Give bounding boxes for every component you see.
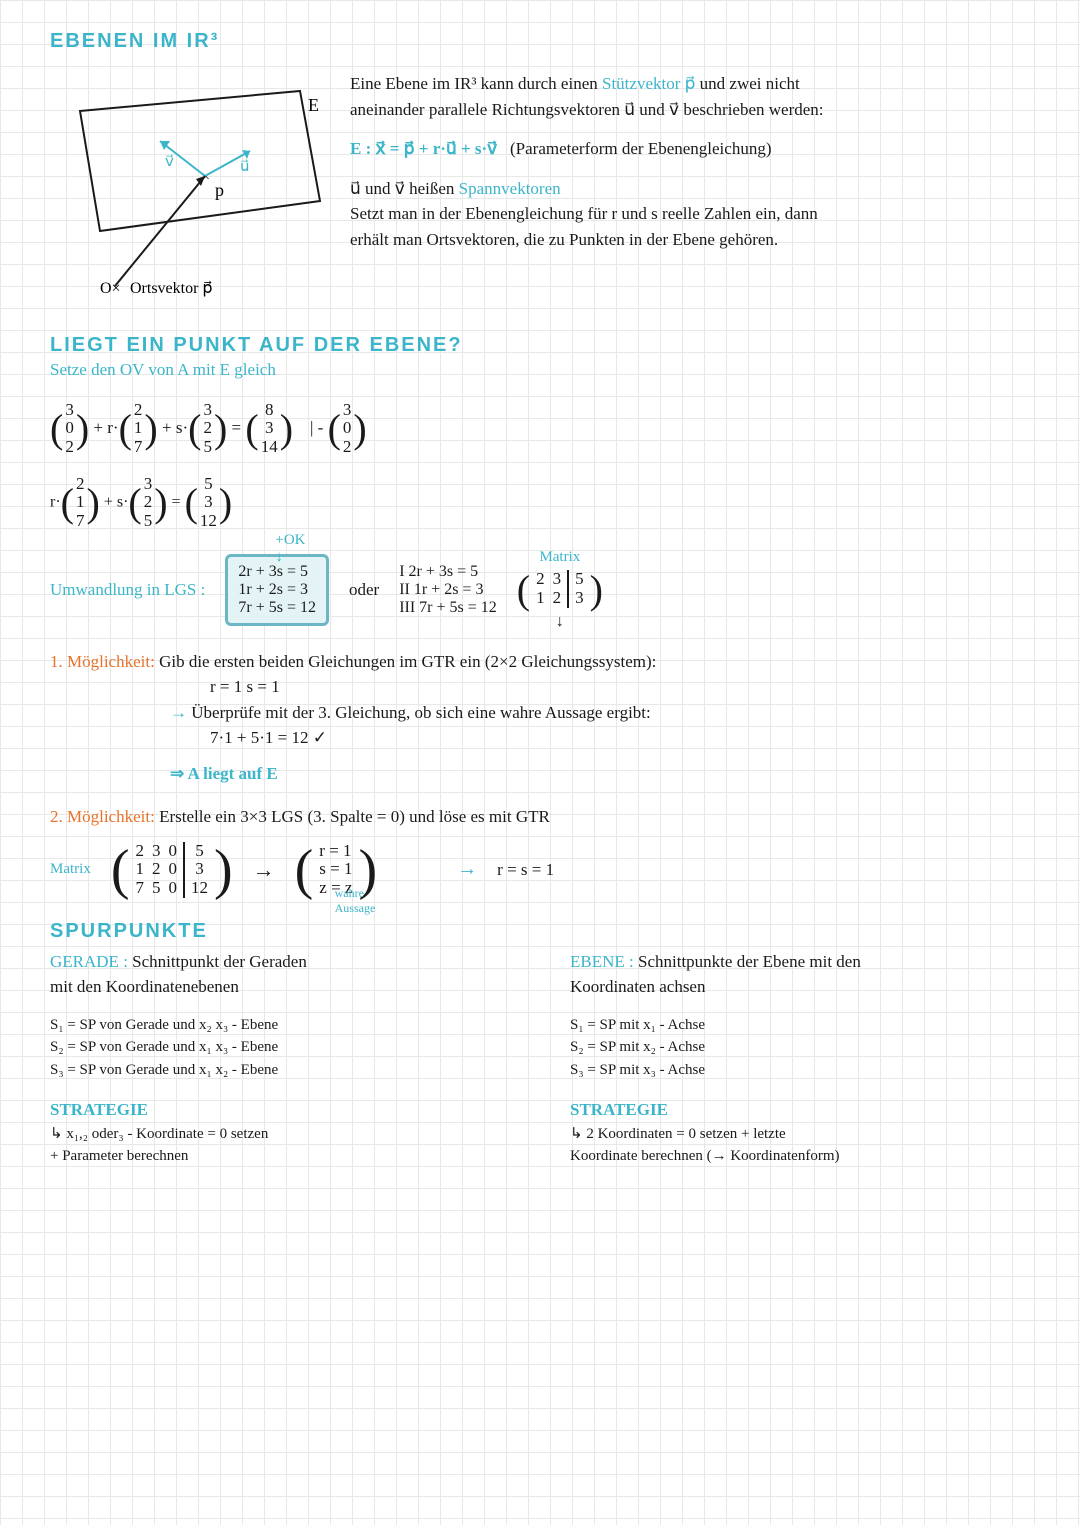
label-E: E	[308, 95, 319, 115]
ebene-s3: S₃ = SP mit x₃ - Achse	[570, 1059, 1030, 1082]
m1-calc: 7·1 + 5·1 = 12 ✓	[210, 725, 1030, 751]
ebene-strat-1: ↳ 2 Koordinaten = 0 setzen + letzte	[570, 1123, 1030, 1146]
intro-line5: erhält man Ortsvektoren, die zu Punkten …	[350, 227, 1030, 253]
roman-lgs: I 2r + 3s = 5 II 1r + 2s = 3 III 7r + 5s…	[399, 563, 497, 617]
matrix-2x3: Matrix ( 21 32 53 ) ↓	[517, 549, 603, 631]
intro-line2: aneinander parallele Richtungsvektoren u…	[350, 97, 1030, 123]
umwandlung-label: Umwandlung in LGS :	[50, 577, 205, 603]
m2-sol: ( r = 1s = 1z = z ) wahre Aussage	[295, 838, 378, 902]
m1-result: ⇒ A liegt auf E	[170, 761, 1030, 787]
ebene-s2: S₂ = SP mit x₂ - Achse	[570, 1036, 1030, 1059]
title-ebenen: EBENEN IM IR³	[50, 30, 1030, 53]
label-v: v⃗	[165, 154, 174, 170]
ebene-strat-2: Koordinate berechnen (→ Koordinatenform)	[570, 1145, 1030, 1168]
m2-label: 2. Möglichkeit:	[50, 807, 155, 826]
gerade-strat-1: ↳ x₁,₂ oder₃ - Koordinate = 0 setzen	[50, 1123, 510, 1146]
spann-line: u⃗ und v⃗ heißen Spannvektoren	[350, 176, 1030, 202]
param-eq-note: (Parameterform der Ebenengleichung)	[510, 139, 772, 158]
gerade-t2: mit den Koordinatenebenen	[50, 974, 510, 1000]
label-p: p	[215, 180, 224, 200]
label-u: u⃗	[240, 159, 250, 175]
title-spurpunkte: SPURPUNKTE	[50, 920, 1030, 943]
ebene-s1: S₁ = SP mit x₁ - Achse	[570, 1014, 1030, 1037]
sub-setze: Setze den OV von A mit E gleich	[50, 357, 1030, 383]
m1-label: 1. Möglichkeit:	[50, 652, 155, 671]
gerade-strat-h: STRATEGIE	[50, 1097, 510, 1123]
intro-line1: Eine Ebene im IR³ kann durch einen Stütz…	[350, 71, 1030, 97]
eq1: (302) + r·(217) + s·(325) = (8314) | - (…	[50, 401, 1030, 457]
ebene-t2: Koordinaten achsen	[570, 974, 1030, 1000]
title-punkt: LIEGT EIN PUNKT AUF DER EBENE?	[50, 334, 1030, 357]
ebene-strat-h: STRATEGIE	[570, 1097, 1030, 1123]
label-ortsvektor: Ortsvektor p⃗	[130, 280, 213, 297]
intro-line4: Setzt man in der Ebenengleichung für r u…	[350, 201, 1030, 227]
m1-rs: r = 1 s = 1	[210, 674, 1030, 700]
ebene-h: EBENE :	[570, 952, 634, 971]
ok-annot: +OK↓	[275, 532, 305, 566]
m2-rs: r = s = 1	[497, 857, 554, 883]
m2-matrix: ( 217 325 000 5312 )	[111, 838, 233, 902]
gerade-s1: S₁ = SP von Gerade und x₂ x₃ - Ebene	[50, 1014, 510, 1037]
param-eq: E : x⃗ = p⃗ + r·u⃗ + s·v⃗	[350, 139, 497, 158]
oder: oder	[349, 577, 379, 603]
gerade-s2: S₂ = SP von Gerade und x₁ x₃ - Ebene	[50, 1036, 510, 1059]
gerade-s3: S₃ = SP von Gerade und x₁ x₂ - Ebene	[50, 1059, 510, 1082]
m1-text: Gib die ersten beiden Gleichungen im GTR…	[159, 652, 656, 671]
gerade-strat-2: + Parameter berechnen	[50, 1145, 510, 1168]
plane-diagram: E p × u⃗ v⃗ O× Ortsvektor p⃗	[50, 71, 350, 316]
m2-text: Erstelle ein 3×3 LGS (3. Spalte = 0) und…	[159, 807, 550, 826]
label-O: O×	[100, 280, 121, 297]
eq2: r·(217) + s·(325) = (5312)	[50, 475, 1030, 531]
m1-check: Überprüfe mit der 3. Gleichung, ob sich …	[191, 703, 651, 722]
m2-matrix-label: Matrix	[50, 861, 91, 878]
gerade-h: GERADE :	[50, 952, 128, 971]
